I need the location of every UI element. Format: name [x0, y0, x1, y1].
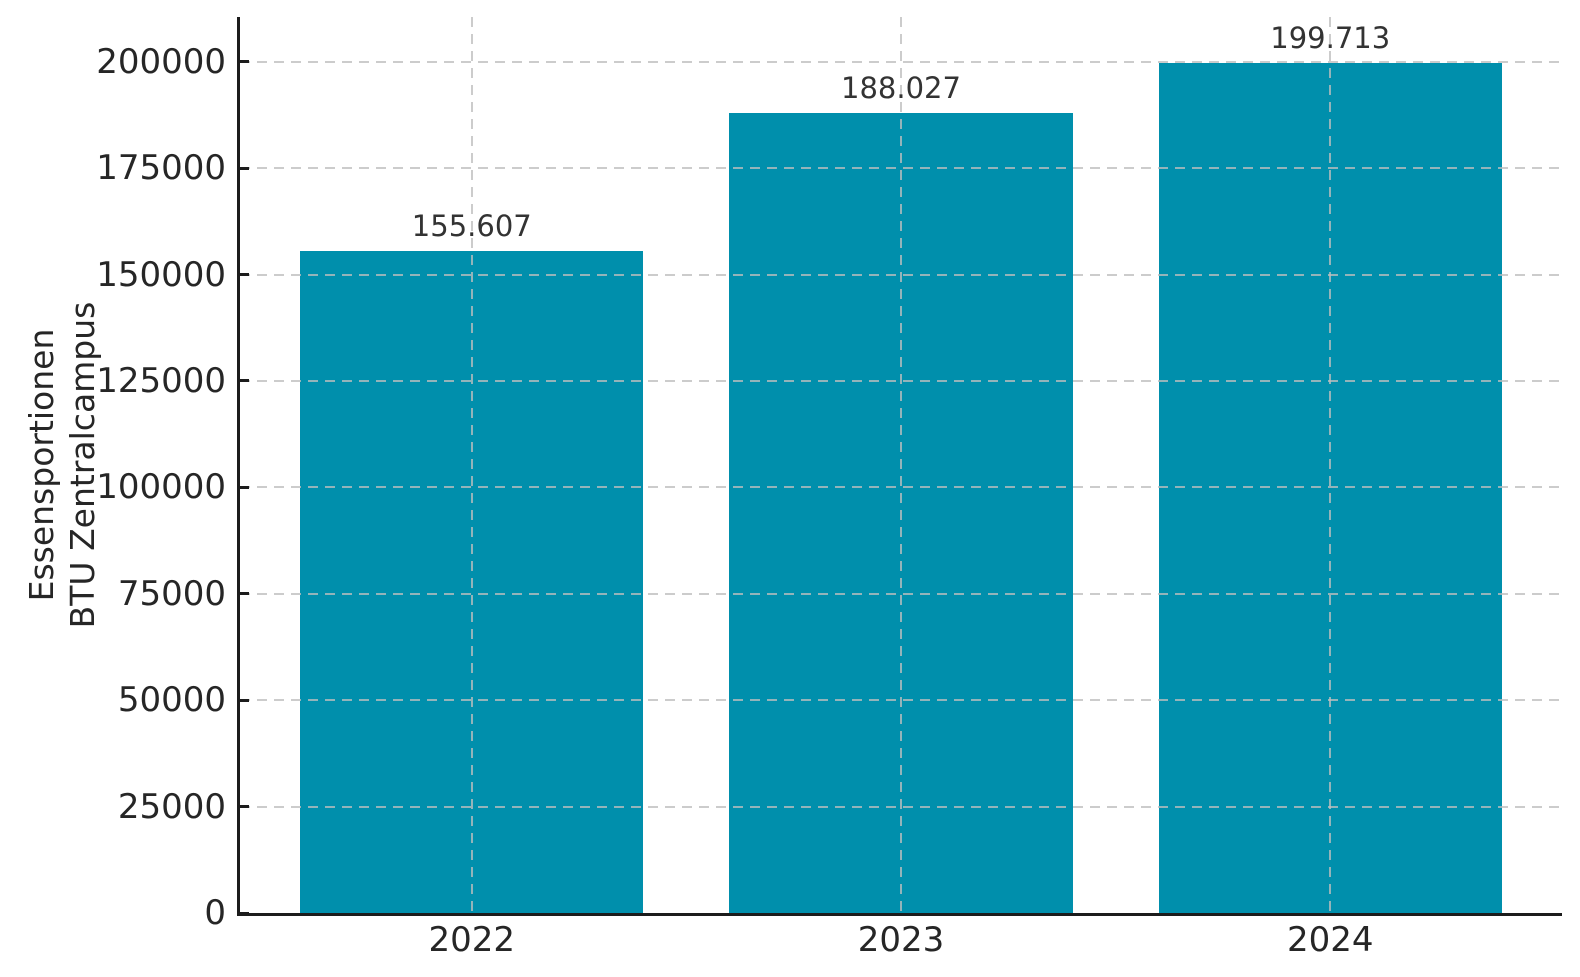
- y-tick-label: 75000: [117, 573, 226, 614]
- y-tick-label: 50000: [117, 680, 226, 721]
- y-tick-mark: [240, 60, 249, 64]
- y-tick-label: 125000: [96, 360, 226, 401]
- y-tick-mark: [240, 911, 249, 915]
- y-tick-label: 0: [204, 893, 226, 933]
- x-tick-label: 2024: [1286, 920, 1374, 960]
- x-tick-label: 2022: [428, 920, 516, 960]
- vertical-gridline: [470, 17, 473, 913]
- y-tick-mark: [240, 485, 249, 489]
- y-tick-mark: [240, 805, 249, 809]
- y-tick-mark: [240, 698, 249, 702]
- vertical-gridline: [1329, 17, 1332, 913]
- x-tick-label: 2023: [857, 920, 945, 960]
- bar-value-label: 155.607: [411, 208, 532, 243]
- bar-value-label: 188.027: [841, 70, 961, 105]
- bar-value-label: 199.713: [1270, 20, 1391, 55]
- y-tick-mark: [240, 379, 249, 383]
- y-tick-label: 200000: [96, 41, 226, 82]
- y-tick-label: 25000: [117, 786, 226, 827]
- y-tick-mark: [240, 273, 249, 277]
- y-tick-label: 150000: [96, 254, 226, 295]
- y-tick-mark: [240, 166, 249, 170]
- y-axis-spine: [237, 17, 240, 916]
- y-tick-label: 175000: [96, 148, 226, 189]
- y-tick-label: 100000: [96, 467, 226, 508]
- x-axis-spine: [237, 913, 1562, 916]
- y-tick-mark: [240, 592, 249, 596]
- vertical-gridline: [900, 17, 902, 913]
